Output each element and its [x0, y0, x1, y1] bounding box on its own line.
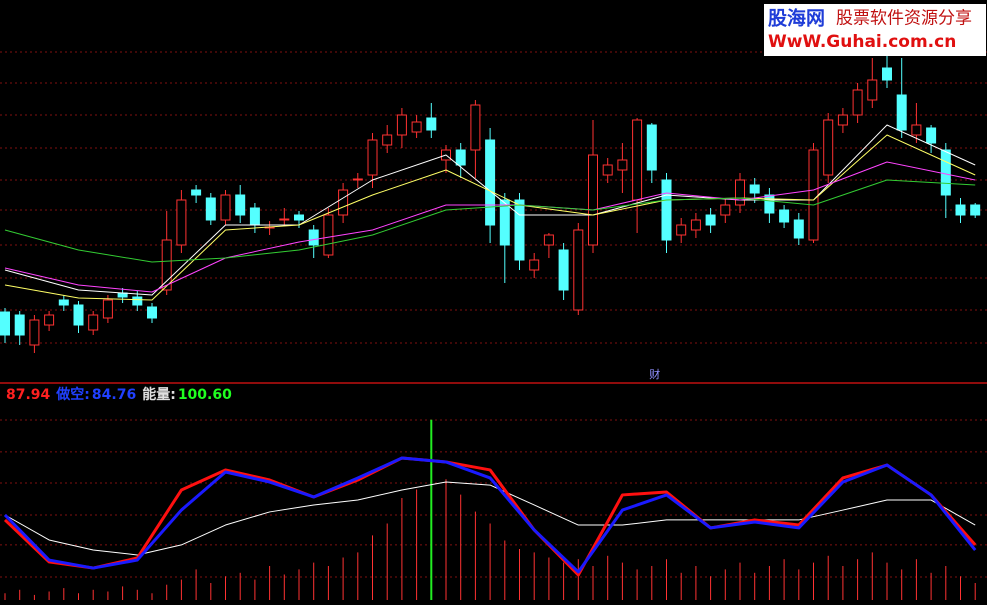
candle-body	[382, 134, 393, 146]
candle-body	[970, 204, 981, 216]
candle-body	[690, 219, 701, 231]
candle-body	[911, 124, 922, 136]
watermark-brand: 股海网	[768, 7, 825, 30]
legend-value: 100.60	[178, 387, 232, 403]
candle-body	[543, 234, 554, 246]
candle-body	[176, 199, 187, 246]
candle-body	[367, 139, 378, 176]
candle-body	[470, 104, 481, 151]
candle-body	[720, 204, 731, 216]
candle-body	[749, 184, 760, 194]
candle-body	[338, 189, 349, 216]
candle-body	[235, 194, 246, 216]
legend-label: 能量:	[142, 386, 176, 403]
candle-body	[808, 149, 819, 241]
candle-body	[573, 229, 584, 311]
candle-body	[823, 119, 834, 176]
candle-body	[896, 94, 907, 131]
candle-body	[764, 194, 775, 214]
candle-body	[632, 119, 643, 201]
candle-body	[44, 314, 55, 326]
candle-body	[249, 207, 260, 226]
series-line	[4, 134, 976, 301]
candle-body	[205, 197, 216, 221]
watermark-slogan: 股票软件资源分享	[836, 9, 972, 29]
candle-body	[396, 114, 407, 136]
candle-body	[308, 229, 319, 246]
candle-body	[294, 214, 304, 221]
candle-body	[779, 209, 790, 223]
series-line	[4, 161, 976, 293]
candle-body	[499, 199, 510, 246]
candle-body	[29, 319, 40, 346]
series-line	[3, 456, 977, 574]
candle-body	[867, 79, 878, 101]
candle-body	[529, 259, 540, 271]
candle-body	[161, 239, 172, 291]
candle-body	[588, 154, 598, 246]
candle-body	[705, 214, 716, 226]
legend-label: 做空:	[55, 386, 90, 403]
candle-body	[852, 89, 863, 116]
candle-body	[58, 299, 69, 306]
series-line	[4, 481, 976, 556]
candle-body	[132, 296, 143, 306]
candle-body	[102, 299, 113, 319]
candle-body	[955, 204, 966, 216]
watermark: 股海网 股票软件资源分享 WwW.Guhai.com.cn	[764, 4, 986, 56]
candle-body	[514, 199, 525, 261]
candle-body	[426, 117, 437, 131]
annotation: 财	[649, 367, 660, 381]
candle-body	[411, 121, 422, 133]
candle-body	[147, 306, 157, 319]
candle-body	[882, 67, 892, 81]
series-line	[3, 456, 977, 577]
candle-body	[940, 149, 951, 196]
candle-body	[926, 127, 937, 144]
candle-body	[0, 311, 10, 336]
candle-body	[73, 304, 84, 326]
candle-body	[793, 219, 804, 239]
watermark-url: WwW.Guhai.com.cn	[768, 32, 956, 52]
candle-body	[837, 114, 848, 126]
legend-value: 87.94	[6, 387, 51, 403]
watermark-box	[764, 4, 986, 56]
candle-body	[323, 214, 334, 256]
candle-body	[485, 139, 496, 226]
legend-value: 84.76	[92, 387, 136, 403]
candle-body	[220, 194, 231, 221]
candle-body	[661, 179, 672, 241]
candle-body	[455, 149, 466, 166]
candle-body	[88, 314, 99, 331]
series-line	[4, 179, 976, 263]
candle-body	[617, 159, 628, 171]
candle-body	[191, 189, 202, 196]
candle-body	[676, 224, 687, 236]
candle-body	[279, 218, 290, 221]
candle-body	[352, 178, 363, 181]
candle-body	[14, 314, 25, 336]
candle-body	[646, 124, 657, 171]
candle-body	[735, 179, 745, 206]
candle-body	[602, 164, 613, 176]
legend: 87.94 做空: 84.76 能量: 100.60	[6, 386, 232, 403]
candle-body	[558, 249, 569, 291]
